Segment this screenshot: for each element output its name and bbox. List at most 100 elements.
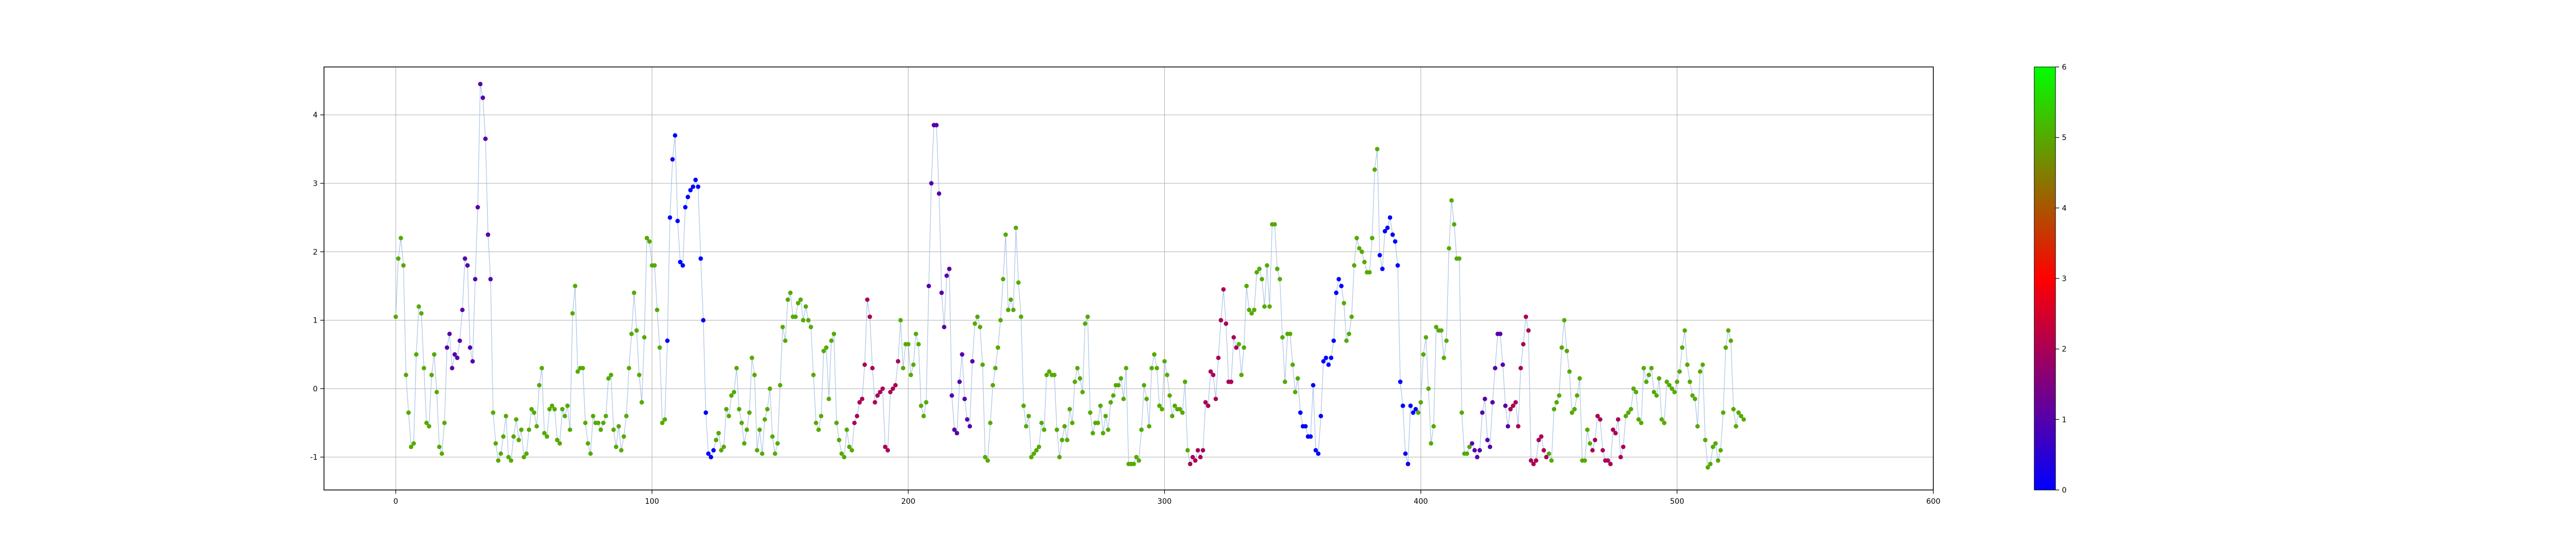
data-point — [1669, 386, 1675, 391]
data-point — [1154, 366, 1159, 370]
data-point — [588, 451, 593, 456]
data-point — [921, 413, 926, 419]
data-point — [606, 376, 611, 381]
data-point — [1082, 321, 1088, 326]
data-point — [1342, 301, 1346, 306]
data-point — [1354, 235, 1359, 241]
data-point — [1551, 407, 1557, 412]
grid-lines — [324, 67, 1934, 490]
data-point — [1344, 339, 1349, 343]
data-point — [1203, 400, 1208, 405]
data-point — [1052, 373, 1057, 377]
data-point — [1213, 396, 1218, 401]
data-point — [975, 314, 980, 319]
data-point — [1682, 328, 1687, 333]
data-point — [1626, 410, 1631, 415]
y-tick-label: -1 — [310, 453, 318, 462]
data-point — [1690, 393, 1695, 398]
data-point — [1680, 345, 1685, 350]
plot-area-frame — [323, 66, 1934, 491]
data-point — [1662, 420, 1667, 425]
data-point — [598, 427, 603, 432]
data-point — [1411, 410, 1415, 415]
data-point — [424, 420, 429, 425]
data-point — [591, 413, 595, 419]
data-point — [954, 430, 959, 436]
data-point — [727, 413, 731, 419]
data-point — [1234, 345, 1239, 350]
data-point — [1549, 458, 1554, 463]
data-point — [760, 451, 765, 456]
data-point — [1639, 420, 1644, 425]
data-point — [1585, 427, 1590, 432]
data-point — [1067, 407, 1072, 412]
data-point — [447, 332, 452, 336]
data-point — [837, 437, 842, 443]
x-tick-label: 500 — [1670, 497, 1684, 506]
data-point — [652, 263, 657, 268]
data-point — [685, 195, 690, 199]
data-point — [852, 420, 857, 425]
data-point — [855, 413, 859, 419]
data-point — [719, 448, 724, 453]
data-point — [1218, 318, 1223, 323]
data-point — [1370, 235, 1375, 241]
data-point — [522, 455, 526, 460]
data-point — [962, 396, 967, 401]
data-point — [504, 413, 508, 419]
data-point — [1470, 441, 1474, 446]
data-point — [1065, 437, 1070, 443]
data-point — [1103, 413, 1108, 419]
data-point — [450, 366, 455, 370]
data-point — [1121, 396, 1126, 401]
data-point — [1477, 448, 1482, 453]
data-point — [1651, 390, 1657, 394]
data-point — [1572, 407, 1577, 412]
data-point — [1324, 356, 1328, 360]
data-point — [419, 311, 424, 316]
data-point — [1026, 413, 1031, 419]
data-point — [416, 304, 421, 309]
data-point — [1505, 424, 1511, 429]
data-point — [908, 373, 914, 377]
data-point — [693, 177, 698, 182]
data-point — [980, 362, 985, 367]
data-point — [944, 273, 949, 278]
data-point — [680, 263, 685, 268]
data-point — [839, 451, 844, 456]
data-point — [555, 437, 560, 443]
data-point — [1298, 410, 1303, 415]
colorbar-ticks: 0 1 2 3 4 5 6 — [2055, 63, 2067, 495]
data-point — [919, 403, 924, 408]
data-point — [1741, 417, 1746, 422]
data-point — [742, 441, 747, 446]
data-point — [1019, 314, 1023, 319]
data-point — [557, 441, 562, 446]
data-point — [657, 345, 662, 350]
data-point — [1236, 342, 1241, 346]
data-point — [862, 362, 867, 367]
data-point — [870, 366, 875, 370]
data-point — [601, 420, 606, 425]
colorbar-tick-label: 5 — [2062, 134, 2067, 142]
data-point — [1426, 386, 1431, 391]
data-point — [1267, 304, 1272, 309]
data-point — [698, 256, 703, 261]
data-point — [983, 455, 988, 460]
data-point — [1088, 410, 1093, 415]
data-point — [1231, 335, 1236, 340]
data-point — [1070, 420, 1075, 425]
data-point — [1247, 308, 1251, 312]
data-point — [1252, 308, 1257, 312]
data-point — [1265, 263, 1269, 268]
data-point — [1357, 246, 1362, 251]
data-point — [581, 366, 585, 370]
data-point — [1339, 284, 1344, 289]
data-point — [539, 366, 544, 370]
data-point — [1147, 424, 1151, 429]
data-point — [816, 427, 821, 432]
data-point — [734, 366, 739, 370]
data-point — [1280, 335, 1285, 340]
data-point — [1290, 362, 1295, 367]
data-point — [1106, 427, 1111, 432]
